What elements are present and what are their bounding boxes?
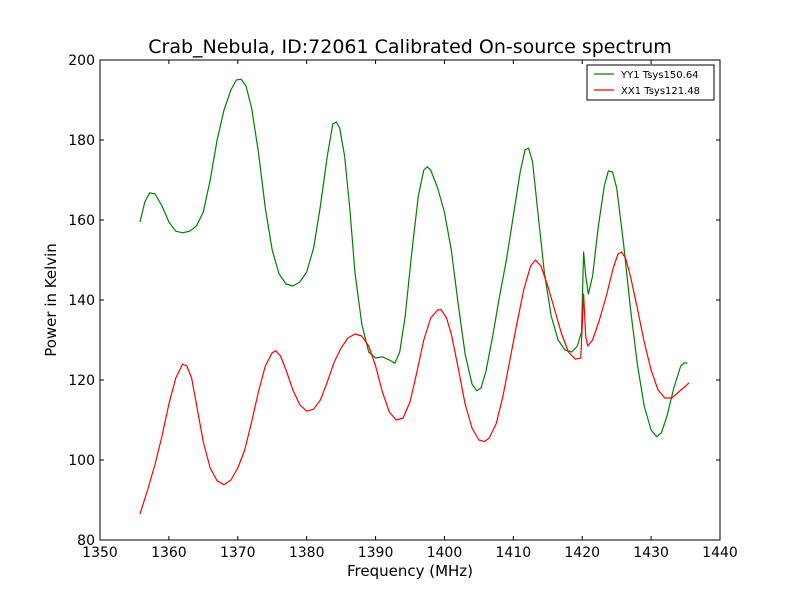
- y-tick-label: 100: [68, 453, 95, 469]
- y-tick-label: 140: [68, 293, 95, 309]
- x-tick-label: 1420: [564, 545, 600, 561]
- x-tick-label: 1430: [633, 545, 669, 561]
- plot-background: [100, 60, 720, 540]
- chart-title: Crab_Nebula, ID:72061 Calibrated On-sour…: [148, 36, 672, 58]
- y-tick-label: 160: [68, 213, 95, 229]
- y-tick-label: 200: [68, 53, 95, 69]
- y-tick-label: 80: [77, 533, 95, 549]
- legend: YY1 Tsys150.64 XX1 Tsys121.48: [586, 64, 715, 101]
- x-tick-label: 1350: [82, 545, 118, 561]
- series-line-2: [139, 251, 690, 515]
- plot-area: 1350 1360 1370 1380 1390 1400 1410 1420 1430 1440…: [68, 53, 738, 561]
- y-tick-label: 120: [68, 373, 95, 389]
- x-tick-label: 1440: [702, 545, 738, 561]
- x-tick-label: 1360: [151, 545, 187, 561]
- x-tick-label: 1370: [220, 545, 256, 561]
- x-tick-label: 1390: [358, 545, 394, 561]
- x-tick-label: 1400: [427, 545, 463, 561]
- series-group: [139, 78, 690, 515]
- series-line-1: [139, 78, 688, 438]
- ticks-group: 1350 1360 1370 1380 1390 1400 1410 1420 1430 1440…: [68, 53, 738, 561]
- y-axis-label: Power in Kelvin: [42, 243, 60, 357]
- legend-label: XX1 Tsys121.48: [621, 86, 700, 97]
- x-tick-label: 1380: [289, 545, 325, 561]
- y-tick-label: 180: [68, 133, 95, 149]
- x-tick-label: 1410: [496, 545, 532, 561]
- legend-label: YY1 Tsys150.64: [620, 70, 699, 81]
- x-axis-label: Frequency (MHz): [347, 562, 473, 580]
- legend-box: [586, 64, 715, 101]
